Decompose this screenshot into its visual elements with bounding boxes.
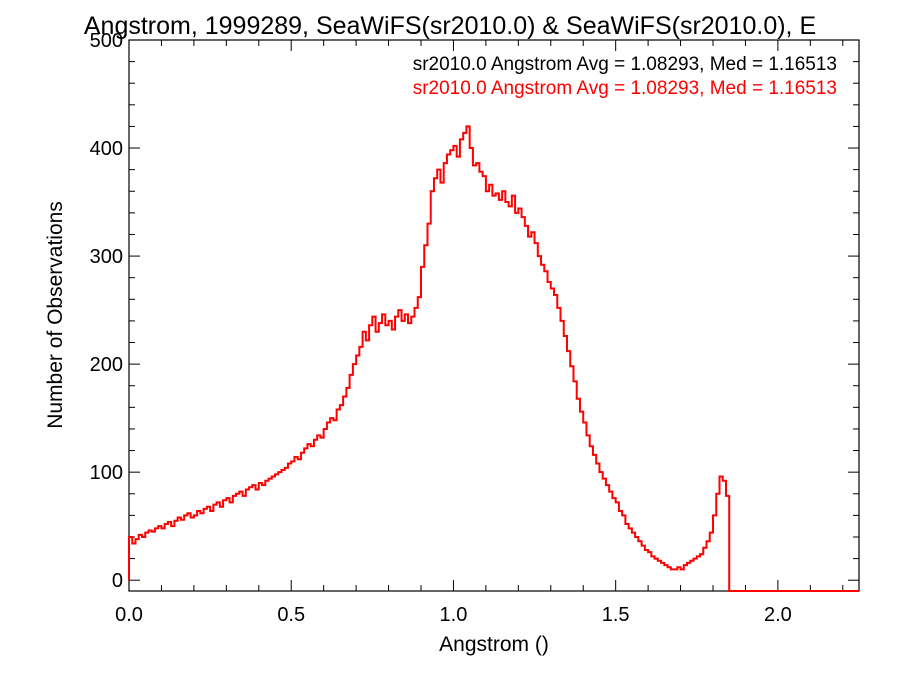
x-tick-label: 1.0 — [440, 604, 468, 626]
annotation-red: sr2010.0 Angstrom Avg = 1.08293, Med = 1… — [413, 78, 837, 99]
plot-frame — [128, 39, 860, 592]
x-tick-label: 1.5 — [602, 604, 630, 626]
y-tick-label: 0 — [112, 570, 123, 592]
y-tick-label: 300 — [90, 246, 123, 268]
y-tick-label: 400 — [90, 138, 123, 160]
y-axis-label: Number of Observations — [44, 201, 67, 429]
x-tick-labels: 0.0 0.5 1.0 1.5 2.0 — [115, 604, 792, 626]
series-histogram-line — [128, 125, 859, 592]
y-tick-label: 200 — [90, 354, 123, 376]
y-tick-labels: 0 100 200 300 400 500 — [90, 30, 123, 592]
x-tick-label: 0.5 — [277, 604, 305, 626]
x-tick-label: 2.0 — [764, 604, 792, 626]
axis-ticks — [128, 39, 859, 591]
y-tick-label: 100 — [90, 462, 123, 484]
y-tick-label: 500 — [90, 30, 123, 52]
chart-title: Angstrom, 1999289, SeaWiFS(sr2010.0) & S… — [84, 12, 816, 40]
annotation-black: sr2010.0 Angstrom Avg = 1.08293, Med = 1… — [413, 54, 837, 75]
x-axis-label: Angstrom () — [439, 633, 549, 656]
x-tick-label: 0.0 — [115, 604, 143, 626]
